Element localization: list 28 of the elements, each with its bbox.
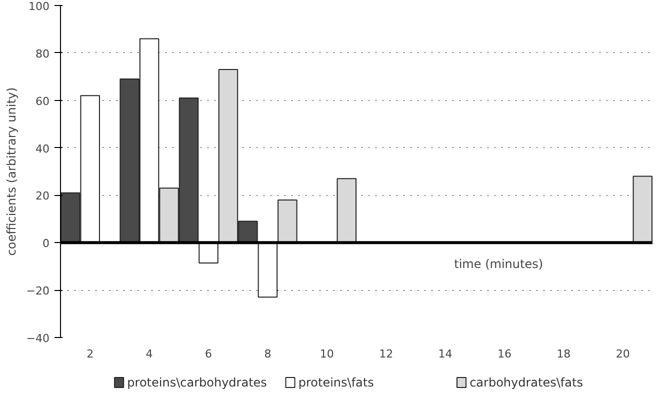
x-tick-label: 20 <box>616 348 630 360</box>
y-tick-label: −20 <box>26 284 50 298</box>
x-tick-label: 4 <box>146 348 153 360</box>
y-tick-label: 0 <box>42 237 50 250</box>
bar <box>336 178 357 244</box>
bar <box>258 242 278 298</box>
y-tick-label: 60 <box>36 94 50 108</box>
x-axis-title: time (minutes) <box>454 257 544 272</box>
x-tick-label: 2 <box>86 348 94 360</box>
y-tick-label: 80 <box>36 47 50 60</box>
x-tick-label: 18 <box>556 348 571 360</box>
y-tick-label: −40 <box>26 332 50 345</box>
x-tick-label: 16 <box>498 348 512 360</box>
y-axis-title: coefficients (arbitrary unity) <box>4 87 18 256</box>
x-tick-label: 12 <box>379 348 394 360</box>
x-tick-label: 10 <box>320 348 334 360</box>
x-tick-label: 6 <box>205 348 212 360</box>
y-tick-label: 20 <box>36 190 50 203</box>
legend-label: proteins\fats <box>298 376 374 390</box>
bar <box>278 199 298 244</box>
y-tick-label: 40 <box>36 142 50 156</box>
x-tick-label: 14 <box>438 348 452 360</box>
bar <box>198 242 218 264</box>
legend-label: proteins\carbohydrates <box>127 376 267 390</box>
y-tick-label: 100 <box>28 0 50 13</box>
x-tick-label: 8 <box>264 348 272 360</box>
bar <box>632 176 652 244</box>
legend-label: carbohydrates\fats <box>470 376 583 390</box>
